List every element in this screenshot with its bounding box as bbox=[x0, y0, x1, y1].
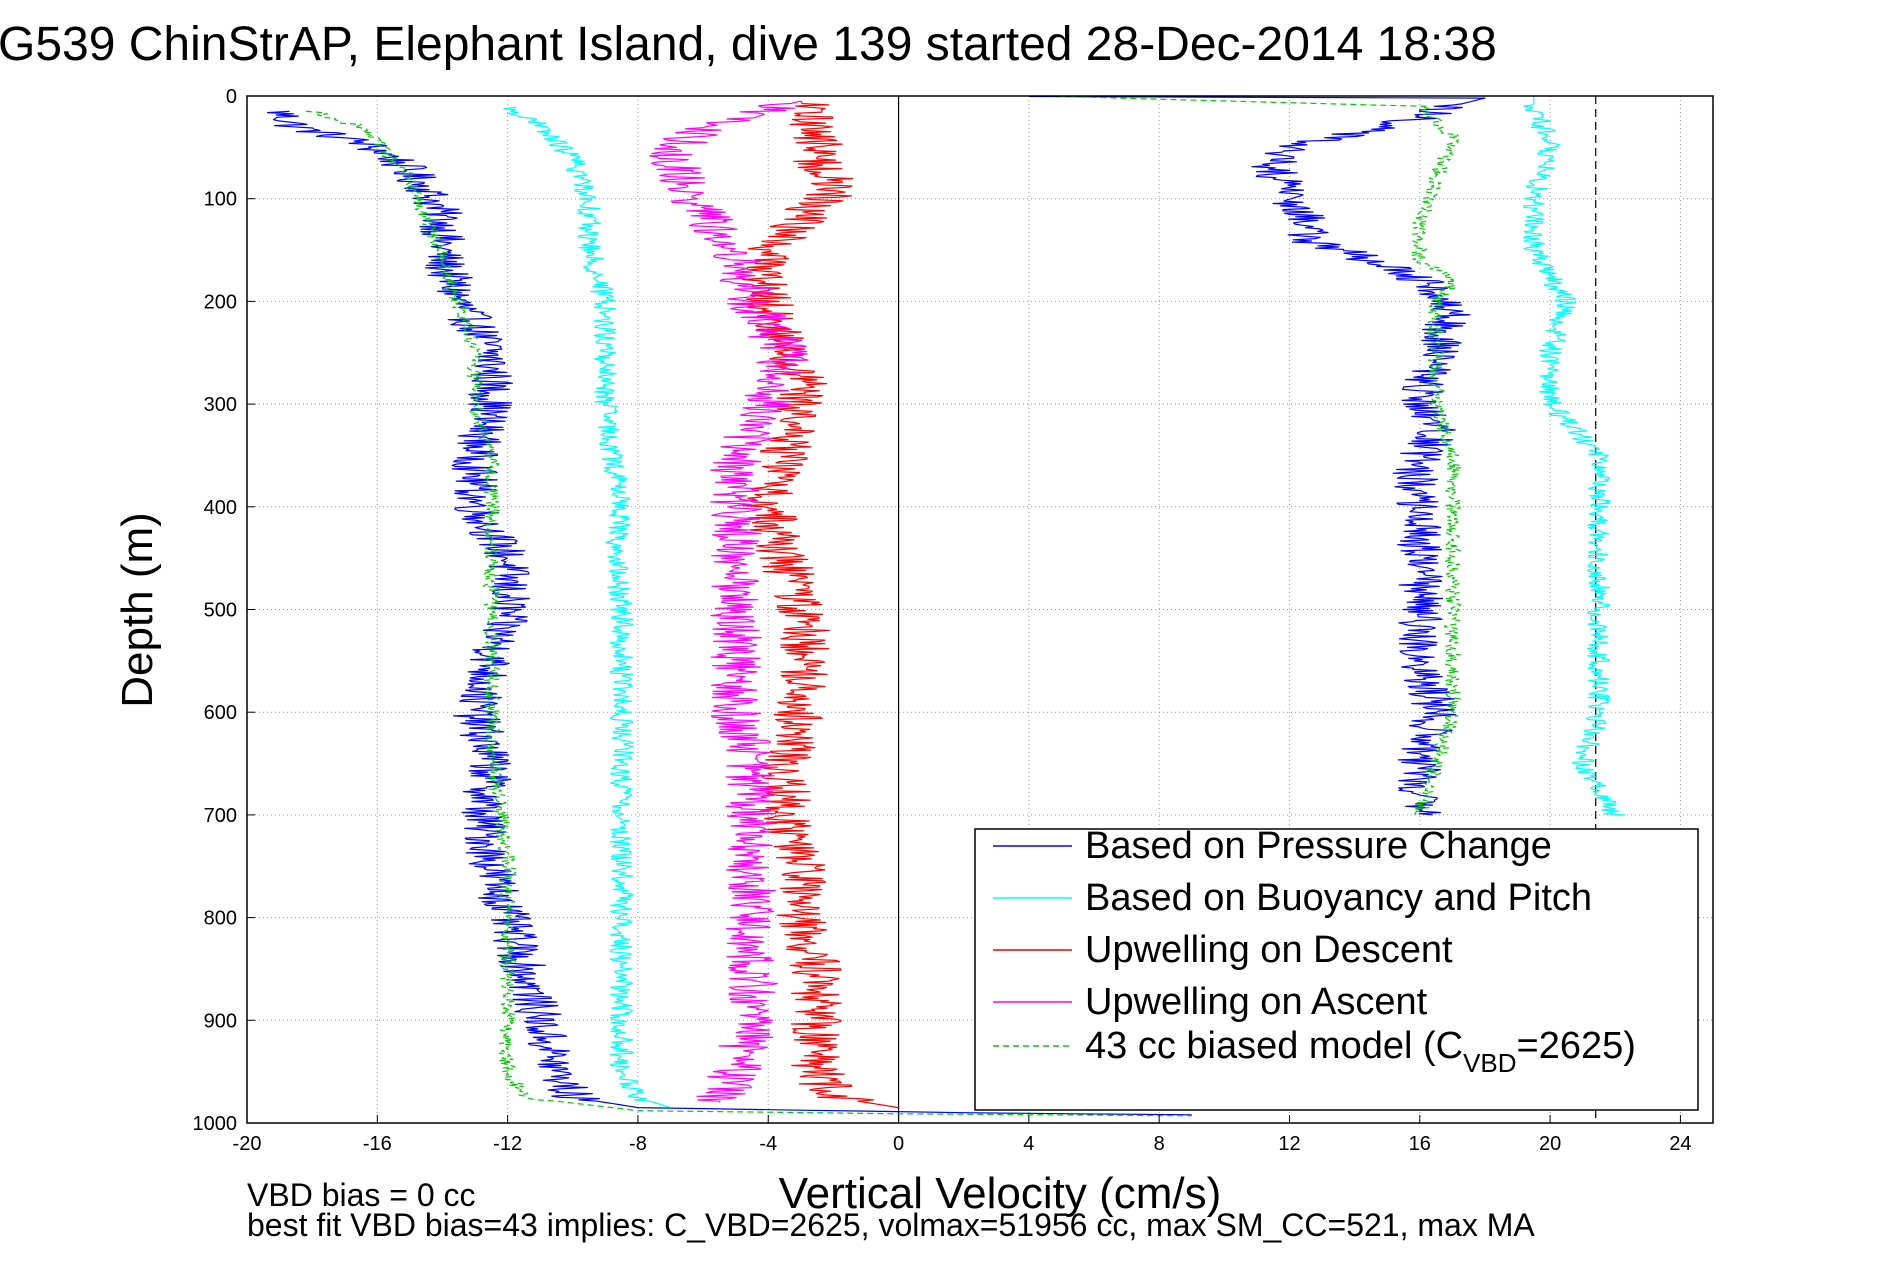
x-tick-label: 4 bbox=[1023, 1133, 1034, 1155]
series-line-1 bbox=[1028, 96, 1486, 816]
legend-box bbox=[974, 828, 1699, 1111]
x-tick-label: 20 bbox=[1539, 1133, 1561, 1155]
x-tick-label: 16 bbox=[1409, 1133, 1431, 1155]
legend-label: Upwelling on Ascent bbox=[1085, 981, 1428, 1023]
legend-label: Upwelling on Descent bbox=[1085, 929, 1453, 971]
y-tick-label: 600 bbox=[204, 702, 237, 724]
y-tick-label: 900 bbox=[204, 1010, 237, 1032]
series-line-5 bbox=[649, 100, 809, 1103]
x-tick-label: -4 bbox=[759, 1133, 777, 1155]
legend-label: Based on Buoyancy and Pitch bbox=[1085, 877, 1592, 919]
y-axis-label: Depth (m) bbox=[113, 512, 162, 708]
series-line-3 bbox=[1523, 96, 1625, 816]
y-tick-label: 800 bbox=[204, 908, 237, 930]
legend: Based on Pressure Change Based on Buoyanc… bbox=[974, 825, 1699, 1111]
series-line-0 bbox=[266, 110, 1192, 1116]
series-line-7 bbox=[1061, 96, 1462, 815]
y-tick-label: 0 bbox=[226, 86, 237, 108]
y-tick-label: 300 bbox=[204, 394, 237, 416]
chart-title: G539 ChinStrAP, Elephant Island, dive 13… bbox=[0, 18, 1497, 71]
series-line-6 bbox=[306, 110, 1192, 1117]
x-tick-label: 24 bbox=[1669, 1133, 1691, 1155]
footer-best-fit: best fit VBD bias=43 implies: C_VBD=2625… bbox=[247, 1207, 1535, 1243]
axis-ticks: -20 -16 -12 -8 -4 0 4 8 12 16 20 24 0 100 200 300 400 500… bbox=[193, 86, 1692, 1155]
legend-label-main: 43 cc biased model (C bbox=[1085, 1025, 1463, 1067]
legend-label-subscript: VBD bbox=[1463, 1048, 1516, 1078]
x-tick-label: -16 bbox=[363, 1133, 392, 1155]
x-tick-label: -12 bbox=[493, 1133, 522, 1155]
y-tick-label: 100 bbox=[204, 189, 237, 211]
x-axis-label: Vertical Velocity (cm/s) bbox=[779, 1169, 1222, 1218]
y-tick-label: 200 bbox=[204, 291, 237, 313]
y-tick-label: 1000 bbox=[193, 1113, 238, 1135]
footer-vbd-bias: VBD bias = 0 cc bbox=[247, 1177, 476, 1213]
x-tick-label: -8 bbox=[629, 1133, 647, 1155]
legend-label: 43 cc biased model (CVBD=2625) bbox=[1085, 1025, 1636, 1078]
x-tick-label: 8 bbox=[1154, 1133, 1165, 1155]
legend-label: Based on Pressure Change bbox=[1085, 825, 1552, 867]
y-tick-label: 700 bbox=[204, 805, 237, 827]
x-tick-label: 0 bbox=[893, 1133, 904, 1155]
y-tick-label: 500 bbox=[204, 600, 237, 622]
series-line-2 bbox=[503, 106, 671, 1109]
x-tick-label: -20 bbox=[233, 1133, 262, 1155]
series-line-4 bbox=[741, 100, 899, 1109]
x-tick-label: 12 bbox=[1278, 1133, 1300, 1155]
data-series bbox=[266, 96, 1625, 1117]
y-tick-label: 400 bbox=[204, 497, 237, 519]
legend-label-tail: =2625) bbox=[1517, 1025, 1636, 1067]
